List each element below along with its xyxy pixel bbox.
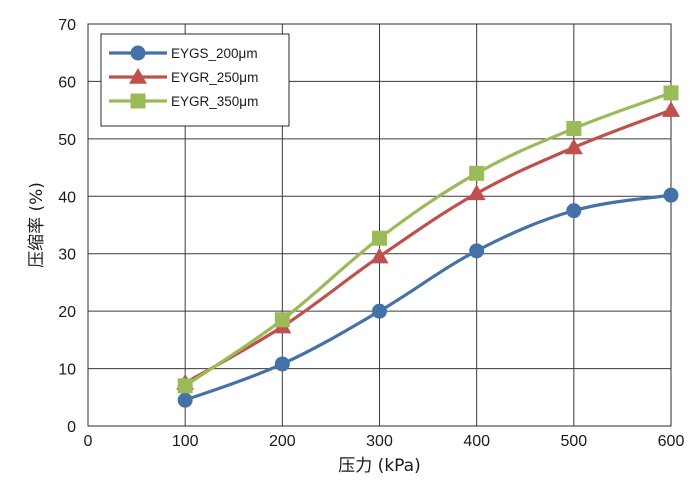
legend-item: EYGR_350μm xyxy=(109,93,258,109)
data-series xyxy=(176,85,680,408)
series-line xyxy=(184,193,672,402)
legend-item: EYGR_250μm xyxy=(109,68,258,85)
series-3 xyxy=(177,85,679,394)
y-tick-label: 60 xyxy=(58,74,76,91)
plot-area-frame xyxy=(87,23,672,427)
legend-label: EYGR_350μm xyxy=(171,94,258,109)
y-tick-label: 10 xyxy=(58,362,76,379)
y-tick-label: 20 xyxy=(58,304,76,321)
y-tick-label: 50 xyxy=(58,132,76,149)
data-point xyxy=(370,247,389,264)
data-point xyxy=(566,203,582,219)
x-tick-label: 200 xyxy=(269,433,296,450)
legend-marker xyxy=(130,93,146,109)
data-point xyxy=(469,243,485,259)
data-point xyxy=(274,312,290,328)
y-tick-label: 40 xyxy=(58,189,76,206)
x-tick-label: 0 xyxy=(84,433,93,450)
data-point xyxy=(663,187,679,203)
data-point xyxy=(566,121,582,137)
data-point xyxy=(469,165,485,181)
y-axis-ticks: 0 10 20 30 40 50 60 70 xyxy=(58,17,76,436)
y-axis-title: 压缩率 (%) xyxy=(27,182,47,268)
series-1 xyxy=(177,187,679,408)
x-axis-ticks: 0 100 200 300 400 500 600 xyxy=(84,433,685,450)
series-2 xyxy=(176,101,680,390)
legend-marker xyxy=(129,68,147,84)
x-tick-label: 400 xyxy=(463,433,490,450)
x-axis-title: 压力 (kPa) xyxy=(338,456,420,476)
legend: EYGS_200μm EYGR_250μm EYGR_350μm xyxy=(100,33,290,127)
y-tick-label: 30 xyxy=(58,247,76,264)
y-tick-label: 0 xyxy=(67,419,76,436)
data-point xyxy=(564,138,583,155)
data-point xyxy=(467,184,486,201)
y-tick-label: 70 xyxy=(58,17,76,34)
data-point xyxy=(177,392,193,408)
x-tick-label: 300 xyxy=(366,433,393,450)
series-line xyxy=(184,108,672,385)
x-tick-label: 500 xyxy=(560,433,587,450)
legend-marker xyxy=(130,45,146,61)
legend-item: EYGS_200μm xyxy=(109,45,258,61)
x-tick-label: 600 xyxy=(658,433,685,450)
series-line xyxy=(184,91,672,388)
data-point xyxy=(177,378,193,394)
data-point xyxy=(662,101,680,117)
data-point xyxy=(274,356,290,372)
x-tick-label: 100 xyxy=(172,433,199,450)
legend-label: EYGR_250μm xyxy=(171,70,258,85)
data-point xyxy=(372,303,387,319)
data-point xyxy=(372,230,387,246)
data-point xyxy=(663,85,679,101)
legend-label: EYGS_200μm xyxy=(171,46,258,61)
